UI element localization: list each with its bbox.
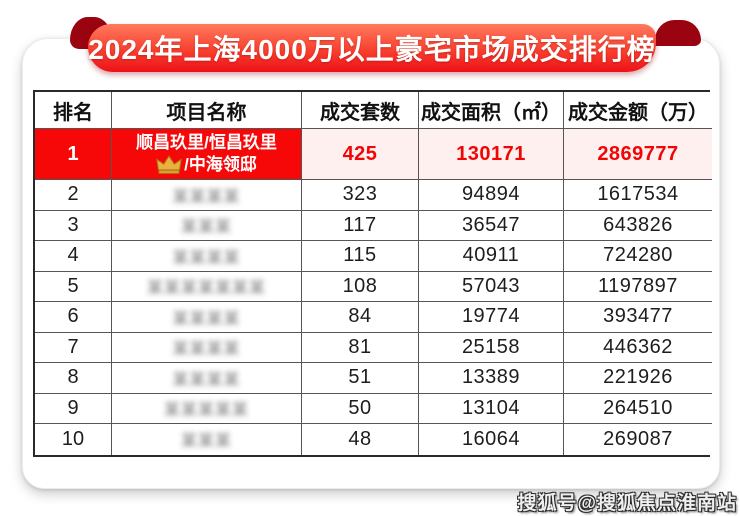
project-name-cell: 某某某某某: [112, 393, 302, 424]
area-cell: 57043: [419, 271, 564, 302]
amount-cell: 446362: [564, 332, 712, 363]
rank-cell: 3: [35, 210, 112, 241]
rank-cell: 1: [35, 129, 112, 180]
project-name-cell: 某某某某某某某: [112, 271, 302, 302]
project-name-blurred: 某某某: [180, 219, 232, 237]
project-name-blurred: 某某某某某: [163, 402, 249, 420]
rank-cell: 2: [35, 180, 112, 211]
area-cell: 94894: [419, 180, 564, 211]
amount-cell: 221926: [564, 363, 712, 394]
project-name-cell: 某某某某: [112, 302, 302, 333]
header-amount: 成交金额（万）: [564, 92, 712, 129]
amount-cell: 1197897: [564, 271, 712, 302]
header-rank: 排名: [35, 92, 112, 129]
units-cell: 48: [302, 424, 419, 455]
amount-cell: 2869777: [564, 129, 712, 180]
amount-cell: 393477: [564, 302, 712, 333]
project-name-cell: 某某某某: [112, 332, 302, 363]
area-cell: 13389: [419, 363, 564, 394]
area-cell: 40911: [419, 241, 564, 272]
project-name-cell: 某某某某: [112, 363, 302, 394]
page-title: 2024年上海4000万以上豪宅市场成交排行榜: [88, 34, 656, 65]
amount-cell: 269087: [564, 424, 712, 455]
area-cell: 130171: [419, 129, 564, 180]
project-name-line1: 顺昌玖里/恒昌玖里: [136, 133, 277, 153]
area-cell: 36547: [419, 210, 564, 241]
amount-cell: 724280: [564, 241, 712, 272]
rank-cell: 7: [35, 332, 112, 363]
project-name-cell: 某某某某: [112, 180, 302, 211]
rank-cell: 6: [35, 302, 112, 333]
project-name-blurred: 某某某某某某某: [146, 280, 266, 298]
rank-cell: 8: [35, 363, 112, 394]
project-name-line2-text: /中海领邸: [184, 155, 257, 174]
amount-cell: 264510: [564, 393, 712, 424]
units-cell: 115: [302, 241, 419, 272]
project-name-blurred: 某某某某: [172, 249, 241, 267]
project-name-line2: /中海领邸: [156, 154, 257, 176]
amount-cell: 643826: [564, 210, 712, 241]
units-cell: 84: [302, 302, 419, 333]
project-name-blurred: 某某某某: [172, 371, 241, 389]
units-cell: 51: [302, 363, 419, 394]
project-name-cell: 顺昌玖里/恒昌玖里/中海领邸: [112, 129, 302, 180]
rank-cell: 9: [35, 393, 112, 424]
units-cell: 50: [302, 393, 419, 424]
project-name-cell: 某某某: [112, 210, 302, 241]
area-cell: 19774: [419, 302, 564, 333]
units-cell: 425: [302, 129, 419, 180]
rank-cell: 10: [35, 424, 112, 455]
area-cell: 16064: [419, 424, 564, 455]
watermark-text: 搜狐号@搜狐焦点淮南站: [517, 493, 737, 514]
header-units: 成交套数: [302, 92, 419, 129]
project-name-blurred: 某某某某: [172, 188, 241, 206]
area-cell: 25158: [419, 332, 564, 363]
header-area: 成交面积（㎡）: [419, 92, 564, 129]
project-name-blurred: 某某某某: [172, 341, 241, 359]
crown-icon: [156, 155, 182, 174]
header-name: 项目名称: [112, 92, 302, 129]
amount-cell: 1617534: [564, 180, 712, 211]
project-name-cell: 某某某某: [112, 241, 302, 272]
project-name-blurred: 某某某某: [172, 310, 241, 328]
title-banner: 2024年上海4000万以上豪宅市场成交排行榜: [88, 24, 656, 72]
rank-cell: 4: [35, 241, 112, 272]
units-cell: 81: [302, 332, 419, 363]
project-name-blurred: 某某某: [180, 433, 232, 451]
units-cell: 117: [302, 210, 419, 241]
units-cell: 323: [302, 180, 419, 211]
project-name-cell: 某某某: [112, 424, 302, 455]
ribbon-fold-right-icon: [655, 20, 701, 46]
rank-cell: 5: [35, 271, 112, 302]
units-cell: 108: [302, 271, 419, 302]
area-cell: 13104: [419, 393, 564, 424]
ranking-table: 排名 项目名称 成交套数 成交面积（㎡） 成交金额（万） 1 顺昌玖里/恒昌玖里/中海领邸 4…: [33, 90, 712, 457]
